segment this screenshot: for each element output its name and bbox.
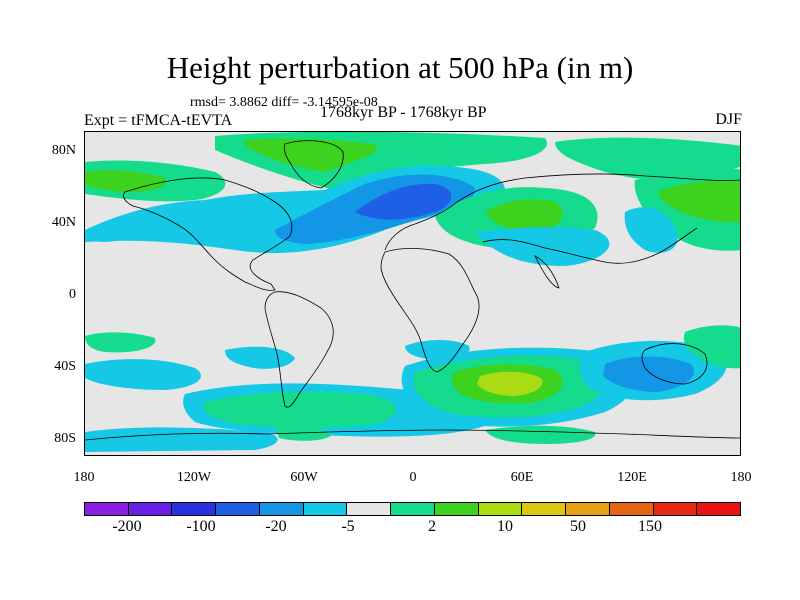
contour-sh-atlantic-teal <box>203 391 397 428</box>
period-label: 1768kyr BP - 1768kyr BP <box>320 104 487 121</box>
legend-swatch-10 <box>522 503 567 515</box>
stats-line: rmsd= 3.8862 diff= -3.14595e-08 <box>190 95 378 110</box>
legend-label-50: 50 <box>570 518 586 535</box>
legend-swatch-5 <box>303 503 348 515</box>
lat-label-40n: 40N <box>51 215 76 230</box>
lon-label-180e: 180 <box>730 470 752 485</box>
contour-sh-austral-blue <box>603 356 694 392</box>
coast-south-america <box>264 291 334 408</box>
contour-sh-pacific-teal <box>85 332 156 353</box>
legend-swatch-0 <box>85 503 129 515</box>
contour-asia-lightblue <box>475 226 610 266</box>
lat-label-40s: 40S <box>54 359 76 374</box>
legend-swatch-9 <box>478 503 523 515</box>
legend-swatch-7 <box>391 503 435 515</box>
coast-india <box>534 255 560 289</box>
lon-label-180w: 180 <box>73 470 95 485</box>
legend-swatch-6 <box>347 503 392 515</box>
contour-npacific-green <box>85 170 167 192</box>
legend-label-neg5: -5 <box>341 518 355 535</box>
color-legend <box>84 502 741 516</box>
contour-arctic-green <box>245 138 377 172</box>
legend-swatch-8 <box>434 503 479 515</box>
coast-australia <box>641 343 708 385</box>
lon-label-0: 0 <box>409 470 417 485</box>
contour-sh-east-teal <box>683 325 740 369</box>
lat-label-0: 0 <box>69 287 76 302</box>
legend-label-neg100: -100 <box>186 518 216 535</box>
contour-sh-lightblue-west <box>85 359 201 390</box>
lat-label-80s: 80S <box>54 431 76 446</box>
contour-pacific-green <box>658 180 740 223</box>
coast-north-america <box>123 177 293 291</box>
legend-swatch-4 <box>259 503 304 515</box>
contour-europe-green <box>485 199 563 232</box>
contour-sh-indian-yellowgreen <box>477 371 543 396</box>
legend-swatch-12 <box>609 503 654 515</box>
coast-antarctica <box>85 429 740 441</box>
legend-label-neg200: -200 <box>112 518 142 535</box>
coast-africa <box>380 247 480 373</box>
contour-sh-pole-lightblue <box>85 427 278 452</box>
season-label: DJF <box>715 111 742 128</box>
legend-swatch-11 <box>566 503 610 515</box>
contour-westpac-lightblue <box>624 207 678 253</box>
contour-sh-pole-teal-2 <box>275 426 331 441</box>
contour-sh-pole-teal <box>485 425 596 444</box>
contour-map <box>85 132 740 455</box>
legend-swatch-2 <box>172 503 217 515</box>
legend-label-10: 10 <box>497 518 513 535</box>
experiment-label: Expt = tFMCA-tEVTA <box>84 112 233 129</box>
lon-label-120w: 120W <box>176 470 212 485</box>
contour-atlantic-darkblue <box>355 183 452 220</box>
contour-sh-pacific-lightblue <box>225 346 295 369</box>
lon-label-120e: 120E <box>617 470 647 485</box>
chart-title: Height perturbation at 500 hPa (in m) <box>166 50 634 85</box>
legend-swatch-14 <box>697 503 741 515</box>
legend-label-neg20: -20 <box>265 518 287 535</box>
legend-swatch-13 <box>653 503 698 515</box>
lon-label-60w: 60W <box>290 470 318 485</box>
legend-label-150: 150 <box>638 518 662 535</box>
coast-greenland <box>283 140 344 189</box>
legend-label-2: 2 <box>428 518 436 535</box>
legend-swatch-1 <box>128 503 173 515</box>
lat-label-80n: 80N <box>51 143 76 158</box>
map-panel <box>84 131 741 456</box>
contour-pacific-lightblue <box>85 223 148 242</box>
legend-swatch-3 <box>216 503 260 515</box>
contour-sh-afr-lightblue <box>405 340 470 360</box>
contour-asia-teal <box>555 137 740 180</box>
coast-eurasia <box>384 173 740 264</box>
lon-label-60e: 60E <box>510 470 534 485</box>
coastlines <box>85 140 740 441</box>
